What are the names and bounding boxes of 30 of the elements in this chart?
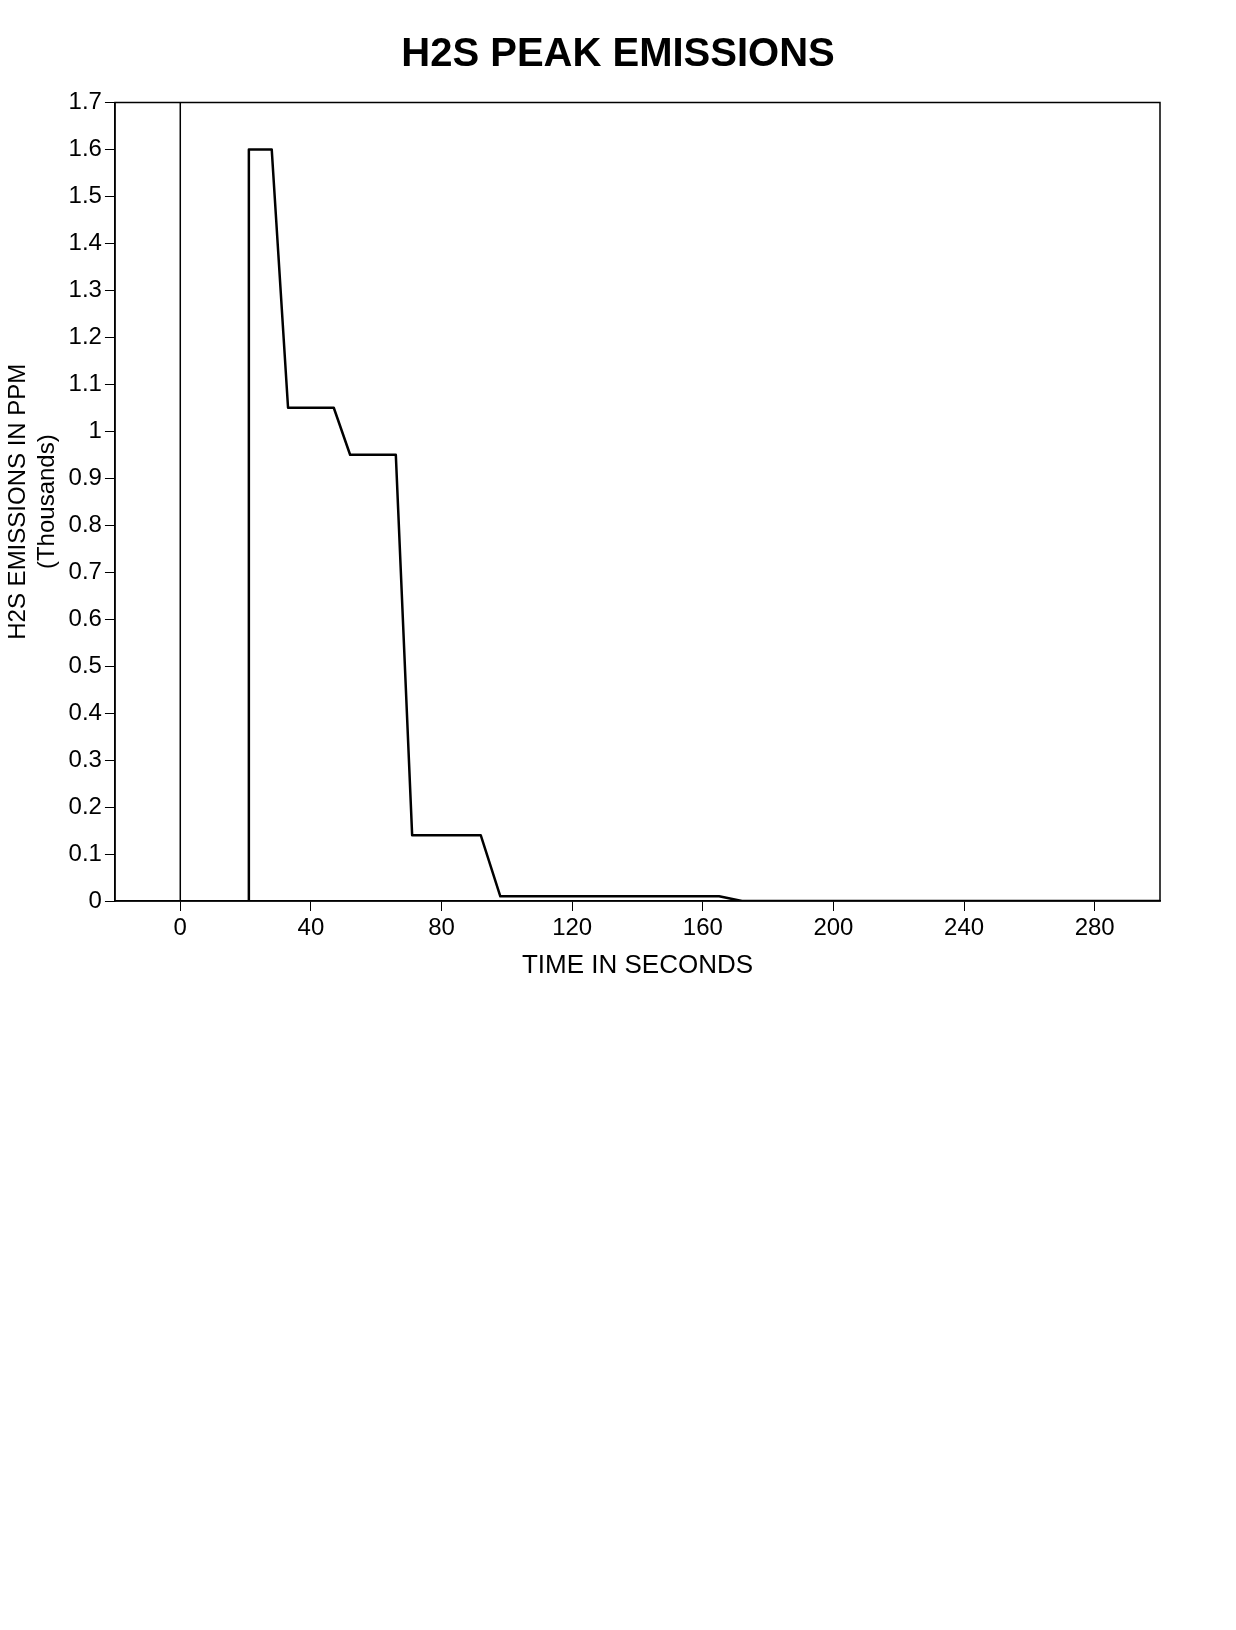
y-tick-label: 0.5 [68, 650, 102, 678]
y-tick-label: 1.6 [68, 134, 102, 161]
x-axis-title: TIME IN SECONDS [521, 948, 754, 979]
y-tick-label: 1.1 [68, 368, 102, 396]
y-tick-label: 0 [88, 885, 102, 913]
x-tick-label: 200 [813, 913, 854, 941]
x-tick-label: 240 [944, 913, 985, 941]
y-axis-title: H2S EMISSIONS IN PPM [3, 363, 31, 640]
x-tick-label: 160 [682, 913, 723, 941]
y-tick-label: 0.9 [68, 462, 102, 490]
y-tick-label: 0.8 [68, 509, 102, 537]
chart-title: H2S PEAK EMISSIONS [400, 30, 836, 75]
y-tick-label: 1.3 [68, 274, 102, 302]
y-tick-label: 1 [88, 415, 102, 443]
x-tick-label: 120 [552, 913, 593, 941]
x-tick-label: 280 [1074, 913, 1115, 941]
y-tick-label: 1.7 [68, 87, 102, 115]
y-tick-label: 0.6 [68, 603, 102, 631]
y-tick-label: 0.7 [68, 556, 102, 584]
y-tick-label: 1.2 [68, 321, 102, 349]
y-tick-label: 1.5 [68, 180, 102, 208]
y-tick-label: 0.3 [68, 744, 102, 772]
y-tick-label: 1.4 [68, 227, 102, 255]
y-tick-label: 0.4 [68, 697, 102, 725]
y-tick-label: 0.1 [68, 838, 102, 866]
text: (Thousands) [31, 434, 59, 570]
x-tick-label: 80 [428, 913, 455, 941]
y-tick-label: 0.2 [68, 791, 102, 819]
x-tick-label: 0 [173, 913, 187, 941]
x-tick-label: 40 [297, 913, 325, 941]
